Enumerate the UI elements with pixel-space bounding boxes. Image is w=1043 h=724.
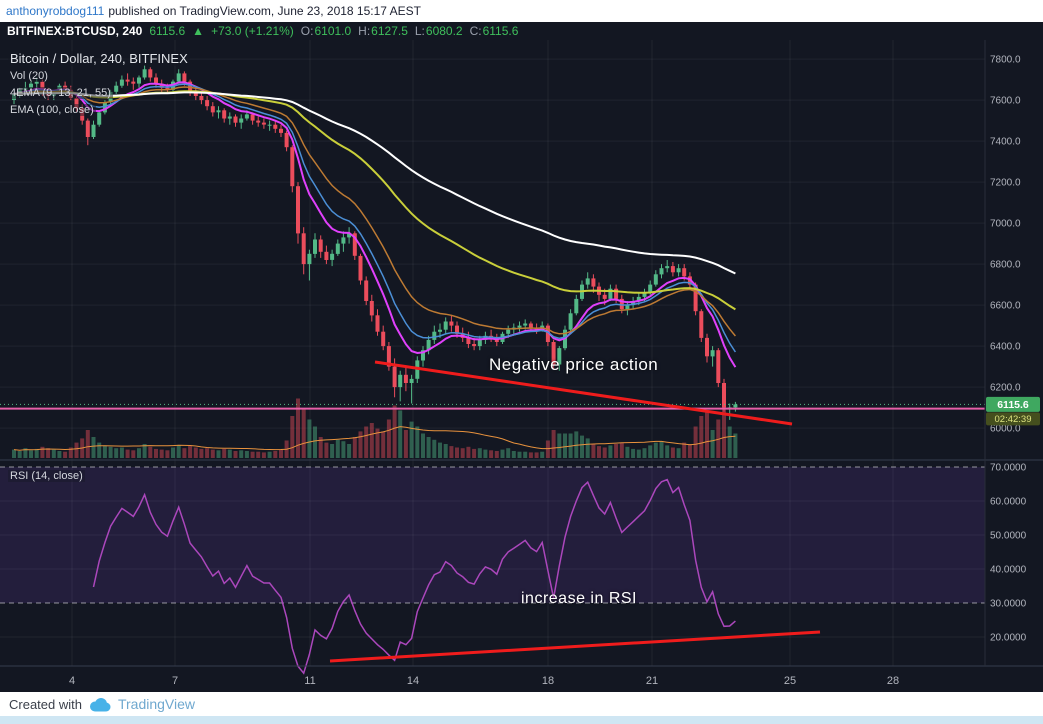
svg-text:60.0000: 60.0000: [990, 497, 1027, 508]
close-value: 6115.6: [482, 24, 519, 38]
high-value: 6127.5: [371, 24, 408, 38]
annotation-increase-in-rsi[interactable]: increase in RSI: [521, 590, 637, 607]
svg-text:70.0000: 70.0000: [990, 463, 1027, 474]
time-axis[interactable]: 4 7 11 14 18 21 25 28: [69, 675, 899, 687]
svg-text:6600.0: 6600.0: [990, 301, 1021, 312]
svg-text:7000.0: 7000.0: [990, 219, 1021, 230]
svg-text:18: 18: [542, 675, 554, 687]
rsi-trendline[interactable]: [329, 630, 821, 663]
rsi-pane-legend[interactable]: RSI (14, close): [8, 470, 85, 482]
volume-ma-line: [13, 426, 736, 451]
change-arrow-icon: ▲: [192, 24, 205, 38]
price-trendline[interactable]: [374, 360, 793, 426]
svg-text:28: 28: [887, 675, 899, 687]
symbol-info-bar: BITFINEX:BTCUSD, 240 6115.6 ▲ +73.0 (+1.…: [0, 22, 1043, 40]
svg-text:6400.0: 6400.0: [990, 342, 1021, 353]
svg-text:02:42:39: 02:42:39: [995, 414, 1032, 425]
svg-text:25: 25: [784, 675, 796, 687]
price-change: +73.0 (+1.21%): [211, 24, 294, 38]
svg-text:7800.0: 7800.0: [990, 55, 1021, 66]
publish-header-bar: anthonyrobdog111 published on TradingVie…: [0, 0, 1043, 22]
svg-text:7: 7: [172, 675, 178, 687]
chart-canvas[interactable]: 6000.0 6200.0 6400.0 6600.0 6800.0 7000.0 7200…: [0, 40, 1043, 692]
username-link[interactable]: anthonyrobdog111: [6, 4, 105, 18]
current-price-badge: 6115.6: [986, 396, 1040, 412]
bottom-strip: [0, 716, 1043, 724]
ohlc-high: H: 6127.5: [358, 24, 408, 38]
svg-text:50.0000: 50.0000: [990, 531, 1027, 542]
svg-text:7400.0: 7400.0: [990, 137, 1021, 148]
svg-text:6115.6: 6115.6: [997, 399, 1029, 411]
svg-text:7200.0: 7200.0: [990, 178, 1021, 189]
svg-text:14: 14: [407, 675, 419, 687]
svg-text:6000.0: 6000.0: [990, 424, 1021, 435]
price-pane-legend: Bitcoin / Dollar, 240, BITFINEX Vol (20)…: [8, 51, 190, 121]
candles-layer: [12, 65, 738, 420]
grid-lines: [0, 40, 985, 666]
ohlc-open: O: 6101.0: [301, 24, 351, 38]
svg-text:4: 4: [69, 675, 75, 687]
footer-bar: Created with TradingView: [0, 692, 1043, 716]
low-value: 6080.2: [425, 24, 463, 38]
svg-text:6200.0: 6200.0: [990, 383, 1021, 394]
high-label: H:: [358, 24, 371, 38]
legend-ema100-indicator[interactable]: EMA (100, close): [8, 104, 96, 116]
published-text: published on TradingView.com, June 23, 2…: [108, 4, 421, 18]
svg-text:11: 11: [304, 675, 315, 687]
legend-symbol-title[interactable]: Bitcoin / Dollar, 240, BITFINEX: [8, 51, 190, 66]
svg-text:6800.0: 6800.0: [990, 260, 1021, 271]
tradingview-logo-icon[interactable]: [88, 697, 112, 712]
svg-text:40.0000: 40.0000: [990, 565, 1027, 576]
ohlc-close: C: 6115.6: [470, 24, 519, 38]
ema-lines: [13, 81, 737, 368]
legend-4ema-indicator[interactable]: 4EMA (9, 13, 21, 55): [8, 87, 113, 99]
svg-text:21: 21: [646, 675, 658, 687]
svg-text:20.0000: 20.0000: [990, 633, 1027, 644]
svg-text:7600.0: 7600.0: [990, 96, 1021, 107]
ohlc-low: L: 6080.2: [415, 24, 463, 38]
open-label: O:: [300, 24, 314, 38]
low-label: L:: [414, 24, 425, 38]
rsi-line: [92, 478, 736, 675]
close-label: C:: [469, 24, 482, 38]
tradingview-brand-link[interactable]: TradingView: [117, 696, 196, 712]
rsi-band: [0, 467, 985, 603]
legend-volume-indicator[interactable]: Vol (20): [8, 70, 50, 82]
annotation-negative-price-action[interactable]: Negative price action: [489, 355, 659, 374]
last-price-value: 6115.6: [149, 24, 186, 38]
svg-text:30.0000: 30.0000: [990, 599, 1027, 610]
symbol-name[interactable]: BITFINEX:BTCUSD, 240: [7, 24, 143, 38]
price-axis-labels[interactable]: 6000.0 6200.0 6400.0 6600.0 6800.0 7000.0 7200…: [990, 55, 1027, 644]
countdown-badge: 02:42:39: [986, 412, 1040, 426]
created-with-text: Created with: [9, 696, 82, 712]
open-value: 6101.0: [314, 24, 352, 38]
